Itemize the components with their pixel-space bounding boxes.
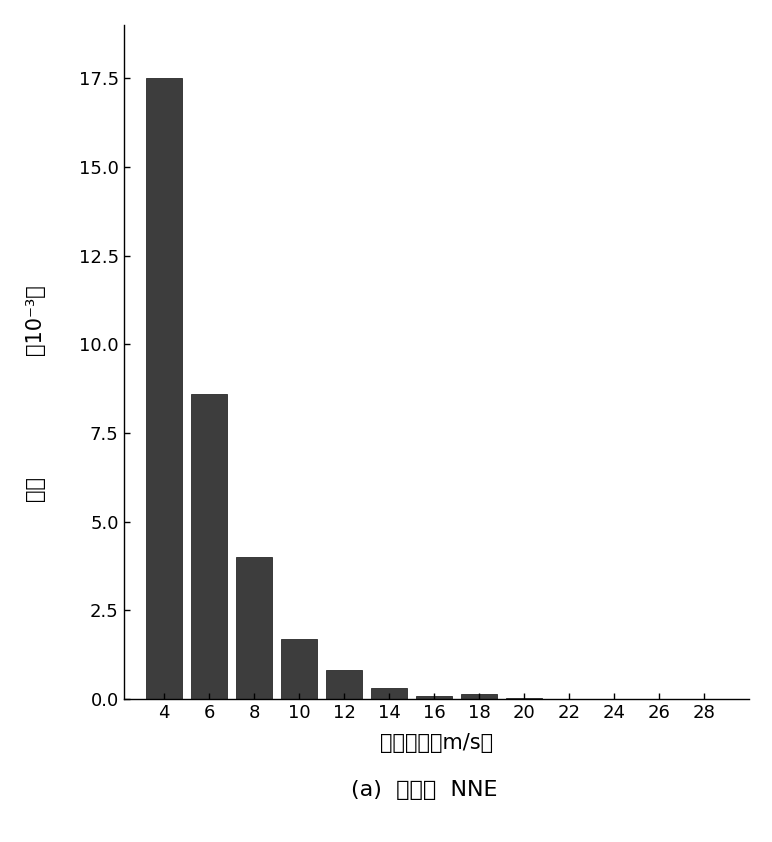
X-axis label: 参考风速（m/s）: 参考风速（m/s） [380, 733, 493, 753]
Text: （10⁻³）: （10⁻³） [25, 285, 45, 355]
Bar [416, 696, 452, 699]
Bar [191, 394, 227, 699]
Bar [461, 695, 497, 699]
Bar [326, 670, 362, 699]
Bar [281, 638, 317, 699]
Text: 概率: 概率 [25, 476, 45, 501]
Bar [371, 688, 407, 699]
Bar [236, 557, 272, 699]
Bar [146, 78, 182, 699]
Text: (a)  风向：  NNE: (a) 风向： NNE [351, 780, 498, 800]
